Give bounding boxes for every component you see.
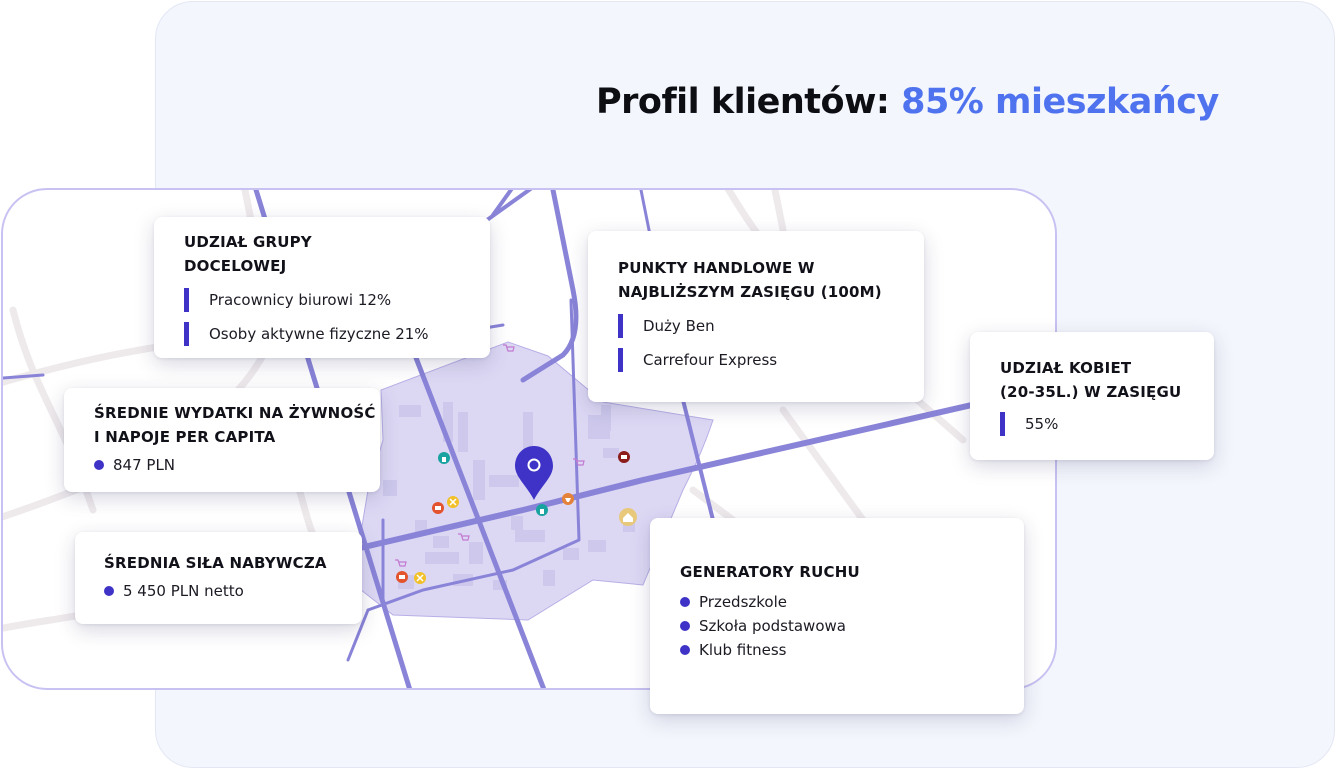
location-pin-icon[interactable] — [515, 446, 553, 500]
shop-item: Carrefour Express — [618, 348, 904, 372]
target-group-item: Pracownicy biurowi 12% — [184, 288, 470, 312]
purchasing-power-value: 5 450 PLN netto — [104, 579, 342, 603]
card-target-group: UDZIAŁ GRUPY DOCELOWEJ Pracownicy biurow… — [154, 217, 490, 358]
headline-accent: 85% mieszkańcy — [901, 82, 1219, 122]
target-group-title-line2: DOCELOWEJ — [184, 257, 287, 275]
headline: Profil klientów: 85% mieszkańcy — [596, 76, 1296, 128]
shops-title: PUNKTY HANDLOWE W NAJBLIŻSZYM ZASIĘGU (1… — [618, 256, 904, 304]
target-group-title: UDZIAŁ GRUPY DOCELOWEJ — [184, 230, 470, 278]
women-share-title-line1: UDZIAŁ KOBIET — [1000, 359, 1132, 377]
traffic-title: GENERATORY RUCHU — [680, 563, 860, 581]
women-share-title: UDZIAŁ KOBIET (20-35L.) W ZASIĘGU — [1000, 356, 1194, 404]
poi-tree-1[interactable] — [438, 452, 450, 464]
spending-title: ŚREDNIE WYDATKI NA ŻYWNOŚĆ I NAPOJE PER … — [94, 401, 376, 449]
traffic-item: Klub fitness — [680, 638, 1004, 662]
target-group-item: Osoby aktywne fizyczne 21% — [184, 322, 470, 346]
headline-prefix: Profil klientów: — [596, 82, 890, 122]
poi-camera[interactable] — [432, 502, 444, 514]
purchasing-power-title: ŚREDNIA SIŁA NABYWCZA — [104, 554, 327, 572]
spending-title-line1: ŚREDNIE WYDATKI NA ŻYWNOŚĆ — [94, 404, 376, 422]
women-share-value: 55% — [1000, 412, 1194, 436]
card-purchasing-power: ŚREDNIA SIŁA NABYWCZA 5 450 PLN netto — [75, 532, 362, 624]
poi-tree-2[interactable] — [536, 504, 548, 516]
poi-shop[interactable] — [618, 451, 630, 463]
shops-title-line1: PUNKTY HANDLOWE W — [618, 259, 815, 277]
poi-restaurant-2[interactable] — [414, 572, 426, 584]
card-women-share: UDZIAŁ KOBIET (20-35L.) W ZASIĘGU 55% — [970, 332, 1214, 460]
poi-restaurant[interactable] — [447, 496, 459, 508]
traffic-item: Przedszkole — [680, 590, 1004, 614]
poi-home[interactable] — [619, 508, 637, 526]
poi-cafe[interactable] — [562, 493, 574, 505]
card-traffic-generators: GENERATORY RUCHU Przedszkole Szkoła pods… — [650, 518, 1024, 714]
spending-value: 847 PLN — [94, 453, 360, 477]
shop-item: Duży Ben — [618, 314, 904, 338]
poi-camera-2[interactable] — [396, 571, 408, 583]
card-shops: PUNKTY HANDLOWE W NAJBLIŻSZYM ZASIĘGU (1… — [588, 231, 924, 402]
shops-title-line2: NAJBLIŻSZYM ZASIĘGU (100M) — [618, 283, 882, 301]
target-group-title-line1: UDZIAŁ GRUPY — [184, 233, 312, 251]
card-spending: ŚREDNIE WYDATKI NA ŻYWNOŚĆ I NAPOJE PER … — [64, 388, 380, 492]
spending-title-line2: I NAPOJE PER CAPITA — [94, 428, 276, 446]
women-share-title-line2: (20-35L.) W ZASIĘGU — [1000, 383, 1182, 401]
traffic-item: Szkoła podstawowa — [680, 614, 1004, 638]
poi-cart-icons — [395, 344, 585, 567]
